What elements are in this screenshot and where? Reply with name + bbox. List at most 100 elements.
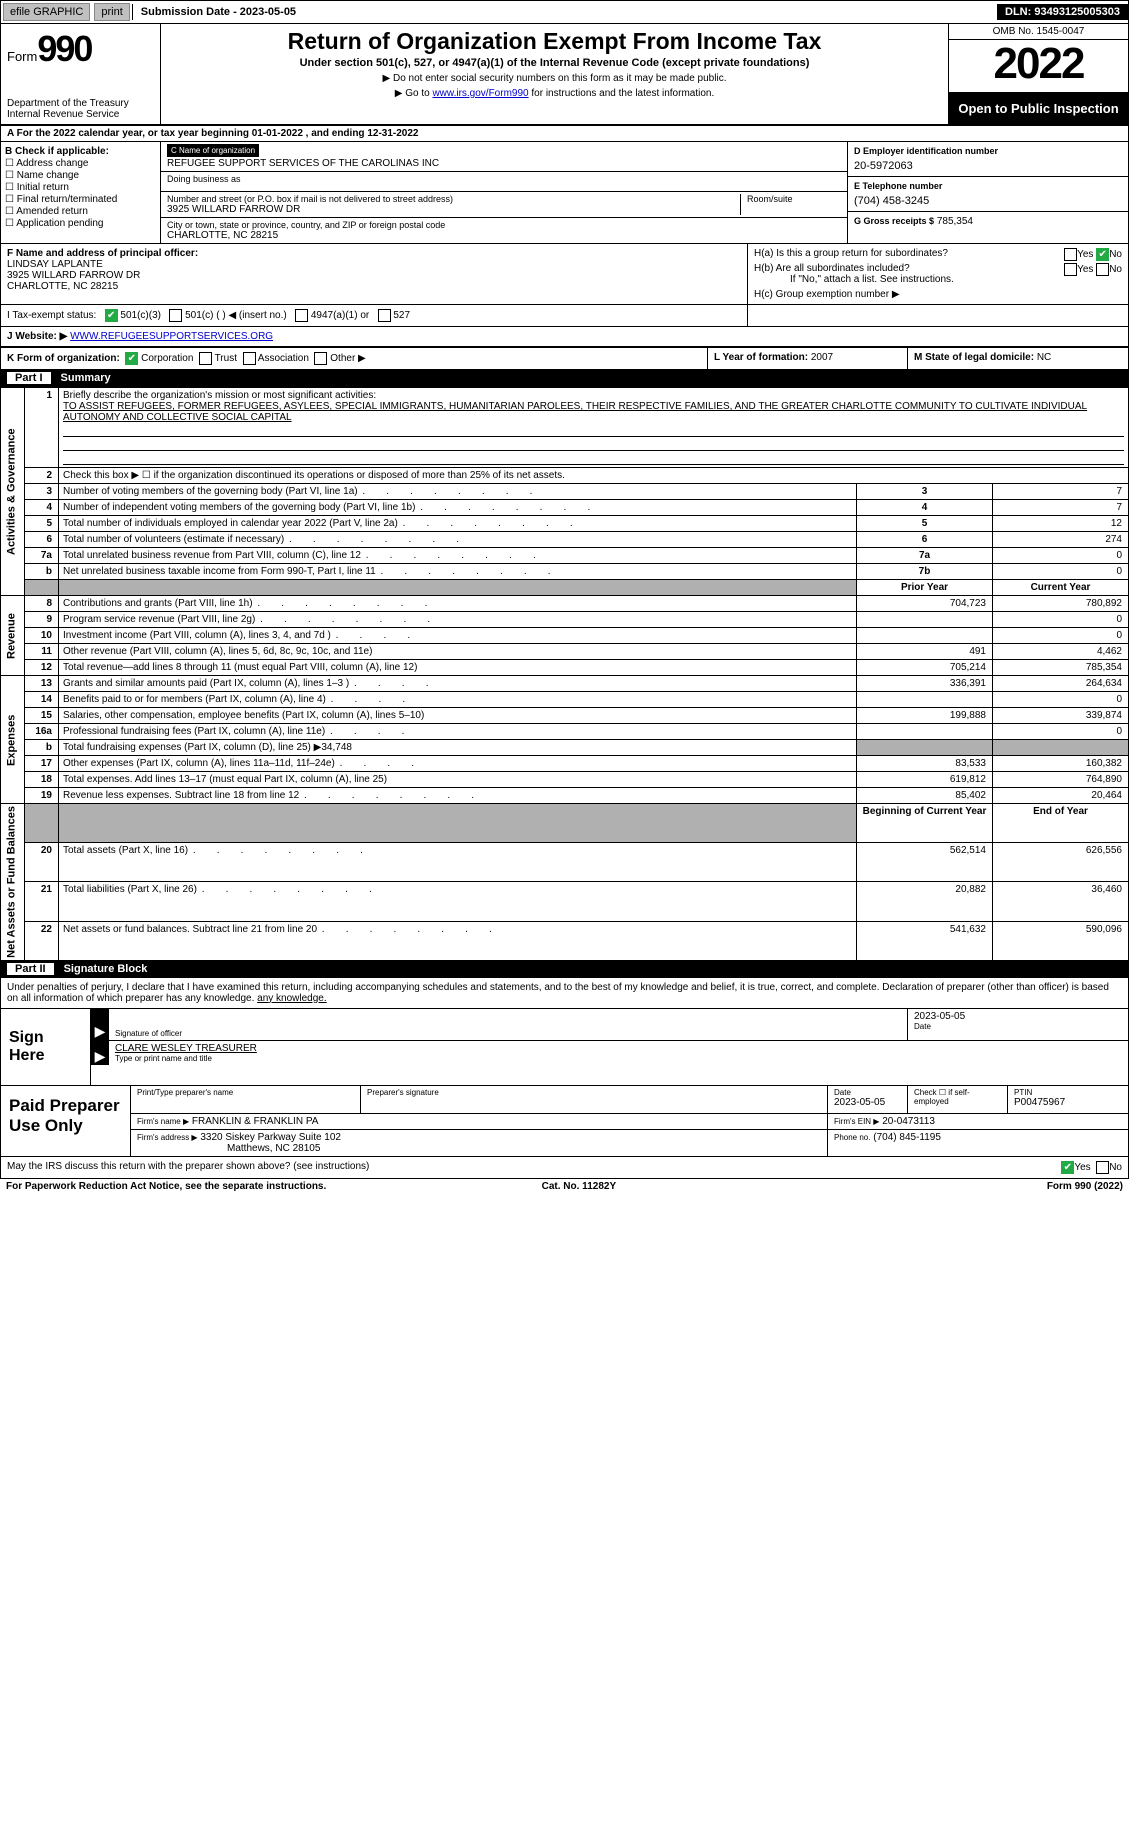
paid-preparer-label: Paid Preparer Use Only: [1, 1086, 131, 1156]
curr-val: 339,874: [993, 708, 1129, 724]
prior-val: 85,402: [857, 788, 993, 804]
check-501c3[interactable]: ✔: [105, 309, 118, 322]
ha-yes[interactable]: [1064, 248, 1077, 261]
prior-val: 704,723: [857, 596, 993, 612]
prior-val: 336,391: [857, 676, 993, 692]
line1-num: 1: [25, 388, 59, 468]
row-num: 15: [25, 708, 59, 724]
begin-val: 541,632: [857, 921, 993, 960]
website-label: J Website: ▶: [7, 331, 67, 342]
check-address[interactable]: Address change: [5, 158, 156, 169]
row-num: b: [25, 740, 59, 756]
firm-ein: 20-0473113: [882, 1116, 935, 1127]
website-note: ▶ Go to www.irs.gov/Form990 for instruct…: [169, 88, 940, 99]
footer: For Paperwork Reduction Act Notice, see …: [0, 1179, 1129, 1194]
ptin-value: P00475967: [1014, 1097, 1122, 1108]
current-year-hdr: Current Year: [993, 580, 1129, 596]
row-desc: Grants and similar amounts paid (Part IX…: [59, 676, 857, 692]
ein-value: 20-5972063: [854, 160, 1122, 172]
part2-num: Part II: [7, 963, 54, 975]
irs-link[interactable]: www.irs.gov/Form990: [432, 88, 528, 99]
check-527[interactable]: [378, 309, 391, 322]
check-4947[interactable]: [295, 309, 308, 322]
hb-no[interactable]: [1096, 263, 1109, 276]
row-desc: Total fundraising expenses (Part IX, col…: [59, 740, 857, 756]
curr-val: 160,382: [993, 756, 1129, 772]
curr-val: 764,890: [993, 772, 1129, 788]
form-org-label: K Form of organization:: [7, 353, 120, 364]
efile-button[interactable]: efile GRAPHIC: [3, 3, 90, 21]
row-desc: Total number of volunteers (estimate if …: [59, 532, 857, 548]
prior-val: 199,888: [857, 708, 993, 724]
hb-yes[interactable]: [1064, 263, 1077, 276]
prior-year-hdr: Prior Year: [857, 580, 993, 596]
gross-label: G Gross receipts $: [854, 216, 934, 226]
penalty-text: Under penalties of perjury, I declare th…: [0, 978, 1129, 1009]
prep-sig-label: Preparer's signature: [367, 1088, 821, 1097]
end-year-hdr: End of Year: [993, 804, 1129, 843]
check-name[interactable]: Name change: [5, 170, 156, 181]
check-pending[interactable]: Application pending: [5, 218, 156, 229]
prep-date-label: Date: [834, 1088, 901, 1097]
row-num: 13: [25, 676, 59, 692]
section-bcd: B Check if applicable: Address change Na…: [0, 142, 1129, 244]
ha-no[interactable]: ✔: [1096, 248, 1109, 261]
check-501c[interactable]: [169, 309, 182, 322]
form-subtitle: Under section 501(c), 527, or 4947(a)(1)…: [169, 57, 940, 69]
paid-preparer-block: Paid Preparer Use Only Print/Type prepar…: [0, 1086, 1129, 1157]
side-expenses: Expenses: [1, 676, 25, 804]
check-amended[interactable]: Amended return: [5, 206, 156, 217]
row-desc: Revenue less expenses. Subtract line 18 …: [59, 788, 857, 804]
row-num: 7a: [25, 548, 59, 564]
row-box: 7a: [857, 548, 993, 564]
shaded-cell: [857, 740, 993, 756]
prior-val: 619,812: [857, 772, 993, 788]
summary-table: Activities & Governance 1 Briefly descri…: [0, 387, 1129, 961]
print-button[interactable]: print: [94, 3, 129, 21]
prior-val: 83,533: [857, 756, 993, 772]
row-num: 3: [25, 484, 59, 500]
row-box: 4: [857, 500, 993, 516]
check-trust[interactable]: [199, 352, 212, 365]
name-label-block: C Name of organization: [167, 144, 259, 157]
row-desc: Net unrelated business taxable income fr…: [59, 564, 857, 580]
row-num: 18: [25, 772, 59, 788]
side-netassets: Net Assets or Fund Balances: [1, 804, 25, 961]
row-desc: Net assets or fund balances. Subtract li…: [59, 921, 857, 960]
row-num: 5: [25, 516, 59, 532]
submission-date: Submission Date - 2023-05-05: [132, 4, 304, 20]
check-corp[interactable]: ✔: [125, 352, 138, 365]
tel-value: (704) 458-3245: [854, 195, 1122, 207]
check-final[interactable]: Final return/terminated: [5, 194, 156, 205]
check-initial[interactable]: Initial return: [5, 182, 156, 193]
discuss-yes[interactable]: ✔: [1061, 1161, 1074, 1174]
side-revenue: Revenue: [1, 596, 25, 676]
firm-name: FRANKLIN & FRANKLIN PA: [192, 1116, 319, 1127]
discuss-no[interactable]: [1096, 1161, 1109, 1174]
blank: [59, 804, 857, 843]
city-label: City or town, state or province, country…: [167, 220, 841, 230]
officer-label: F Name and address of principal officer:: [7, 248, 198, 259]
blank-desc: [59, 580, 857, 596]
website-link[interactable]: WWW.REFUGEESUPPORTSERVICES.ORG: [70, 331, 273, 342]
row-desc: Total unrelated business revenue from Pa…: [59, 548, 857, 564]
section-fh: F Name and address of principal officer:…: [0, 244, 1129, 305]
prep-name-label: Print/Type preparer's name: [137, 1088, 354, 1097]
curr-val: 0: [993, 692, 1129, 708]
signer-name-label: Type or print name and title: [115, 1054, 1122, 1063]
city-state-zip: CHARLOTTE, NC 28215: [167, 230, 841, 241]
check-other[interactable]: [314, 352, 327, 365]
prep-date: 2023-05-05: [834, 1097, 901, 1108]
check-assoc[interactable]: [243, 352, 256, 365]
curr-val: 0: [993, 628, 1129, 644]
row-box: 7b: [857, 564, 993, 580]
firm-ein-label: Firm's EIN ▶: [834, 1117, 879, 1126]
part2-header: Part II Signature Block: [0, 961, 1129, 978]
row-desc: Contributions and grants (Part VIII, lin…: [59, 596, 857, 612]
line2-text: Check this box ▶ ☐ if the organization d…: [59, 468, 1129, 484]
line2-num: 2: [25, 468, 59, 484]
row-num: b: [25, 564, 59, 580]
org-name: REFUGEE SUPPORT SERVICES OF THE CAROLINA…: [167, 158, 439, 169]
curr-val: 0: [993, 612, 1129, 628]
row-val: 7: [993, 484, 1129, 500]
